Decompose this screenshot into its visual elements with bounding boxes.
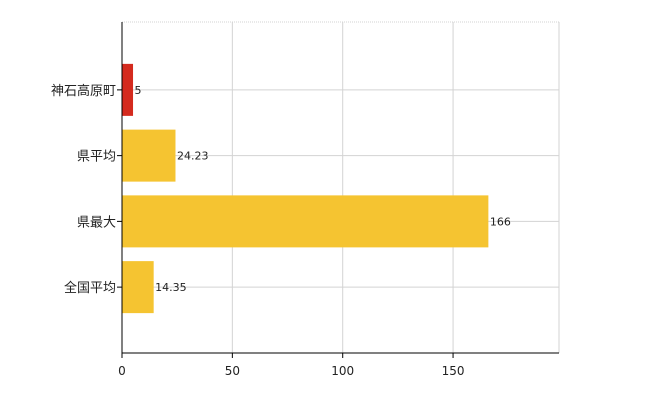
bar xyxy=(122,129,176,182)
bar xyxy=(122,261,154,314)
x-tick-label: 0 xyxy=(118,364,126,378)
data-label: 5 xyxy=(135,84,142,97)
bar xyxy=(122,195,489,248)
bar xyxy=(122,63,134,116)
data-label: 14.35 xyxy=(155,281,187,294)
x-tick-label: 150 xyxy=(442,364,465,378)
y-tick-label: 全国平均 xyxy=(64,280,116,296)
x-tick-label: 50 xyxy=(225,364,240,378)
y-tick-label: 県最大 xyxy=(77,215,116,230)
y-tick-label: 県平均 xyxy=(77,150,116,165)
data-label: 24.23 xyxy=(177,150,209,163)
x-tick-label: 100 xyxy=(331,364,354,378)
y-tick-label: 神石高原町 xyxy=(51,83,116,99)
data-label: 166 xyxy=(490,215,511,228)
